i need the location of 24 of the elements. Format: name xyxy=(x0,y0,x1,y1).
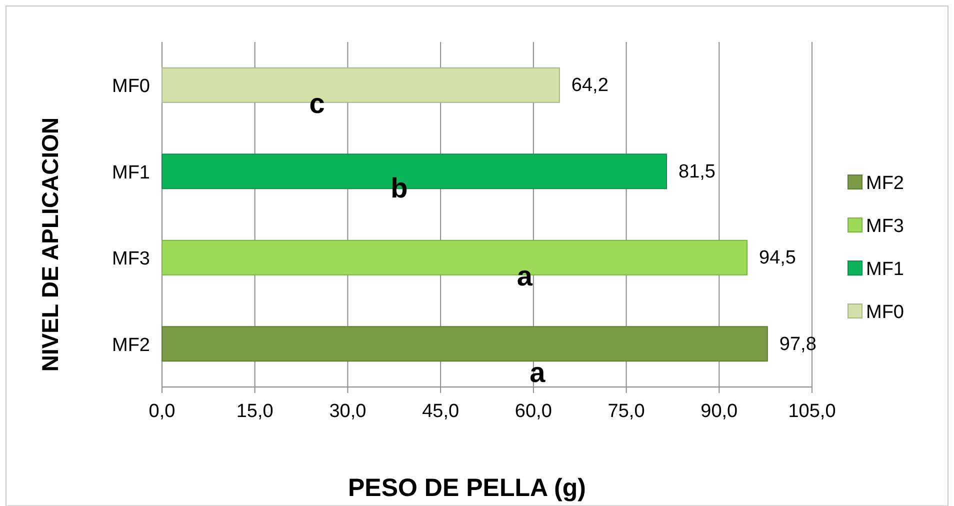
x-tick-label: 30,0 xyxy=(329,401,366,422)
legend-label: MF0 xyxy=(866,302,904,323)
data-label: 81,5 xyxy=(678,161,716,182)
x-tick-label: 45,0 xyxy=(422,401,460,422)
legend-label: MF3 xyxy=(866,216,904,237)
x-tick-label: 90,0 xyxy=(700,401,738,422)
y-axis-title: NIVEL DE APLICACION xyxy=(37,117,63,372)
y-tick-label: MF1 xyxy=(112,162,150,184)
legend-label: MF2 xyxy=(866,173,904,194)
data-label: 64,2 xyxy=(571,75,608,96)
x-tick-label: 105,0 xyxy=(788,401,836,422)
legend-label: MF1 xyxy=(866,259,904,280)
y-tick-label: MF0 xyxy=(112,76,150,98)
data-label: 94,5 xyxy=(759,248,796,269)
annotation: a xyxy=(530,356,546,388)
x-tick-label: 15,0 xyxy=(236,401,274,422)
x-tick-label: 60,0 xyxy=(514,401,552,422)
x-tick-label: 0,0 xyxy=(148,401,176,422)
x-tick-label: 75,0 xyxy=(608,401,645,422)
annotation: c xyxy=(309,88,325,120)
y-tick-label: MF3 xyxy=(112,248,150,270)
x-axis-title: PESO DE PELLA (g) xyxy=(348,474,586,502)
data-label: 97,8 xyxy=(779,334,816,355)
y-tick-label: MF2 xyxy=(112,334,150,356)
